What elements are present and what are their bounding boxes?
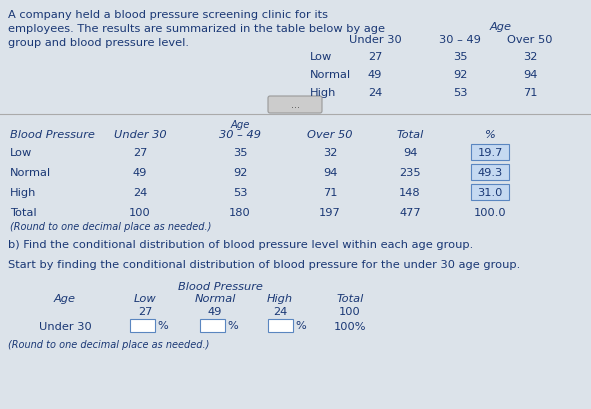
Text: 30 – 49: 30 – 49 bbox=[439, 35, 481, 45]
Text: (Round to one decimal place as needed.): (Round to one decimal place as needed.) bbox=[10, 221, 212, 231]
FancyBboxPatch shape bbox=[268, 97, 322, 114]
Text: 49: 49 bbox=[368, 70, 382, 80]
FancyBboxPatch shape bbox=[471, 164, 509, 180]
Text: 94: 94 bbox=[403, 148, 417, 157]
Text: Under 30: Under 30 bbox=[38, 321, 92, 331]
Bar bbox=[130, 319, 155, 332]
Text: Normal: Normal bbox=[10, 168, 51, 178]
Text: 27: 27 bbox=[368, 52, 382, 62]
Text: Blood Pressure: Blood Pressure bbox=[177, 281, 262, 291]
Text: Normal: Normal bbox=[310, 70, 351, 80]
Text: %: % bbox=[157, 320, 168, 330]
Text: 30 – 49: 30 – 49 bbox=[219, 130, 261, 139]
Text: 24: 24 bbox=[273, 306, 287, 316]
Text: 27: 27 bbox=[133, 148, 147, 157]
Text: Blood Pressure: Blood Pressure bbox=[10, 130, 95, 139]
Text: 197: 197 bbox=[319, 207, 341, 218]
Text: 35: 35 bbox=[453, 52, 467, 62]
Text: 53: 53 bbox=[233, 188, 247, 198]
Bar bbox=[268, 319, 293, 332]
Text: High: High bbox=[267, 293, 293, 303]
Text: 94: 94 bbox=[323, 168, 337, 178]
Text: 32: 32 bbox=[523, 52, 537, 62]
FancyBboxPatch shape bbox=[471, 145, 509, 161]
Text: Over 50: Over 50 bbox=[507, 35, 553, 45]
Text: employees. The results are summarized in the table below by age: employees. The results are summarized in… bbox=[8, 24, 385, 34]
Text: Low: Low bbox=[10, 148, 33, 157]
Text: 24: 24 bbox=[368, 88, 382, 98]
Text: Over 50: Over 50 bbox=[307, 130, 353, 139]
Text: (Round to one decimal place as needed.): (Round to one decimal place as needed.) bbox=[8, 339, 209, 349]
Text: 94: 94 bbox=[523, 70, 537, 80]
Text: 49: 49 bbox=[133, 168, 147, 178]
Text: Total: Total bbox=[397, 130, 424, 139]
Text: Start by finding the conditional distribution of blood pressure for the under 30: Start by finding the conditional distrib… bbox=[8, 259, 520, 270]
Text: 235: 235 bbox=[399, 168, 421, 178]
Text: 71: 71 bbox=[323, 188, 337, 198]
Text: 53: 53 bbox=[453, 88, 467, 98]
Text: 71: 71 bbox=[523, 88, 537, 98]
Text: Total: Total bbox=[336, 293, 363, 303]
Text: Low: Low bbox=[310, 52, 332, 62]
Text: Age: Age bbox=[54, 293, 76, 303]
Text: 180: 180 bbox=[229, 207, 251, 218]
FancyBboxPatch shape bbox=[471, 184, 509, 200]
Text: 19.7: 19.7 bbox=[478, 148, 503, 157]
Text: 35: 35 bbox=[233, 148, 247, 157]
Text: A company held a blood pressure screening clinic for its: A company held a blood pressure screenin… bbox=[8, 10, 328, 20]
Text: 49.3: 49.3 bbox=[478, 168, 502, 178]
Text: 27: 27 bbox=[138, 306, 152, 316]
Text: 100: 100 bbox=[339, 306, 361, 316]
Text: b) Find the conditional distribution of blood pressure level within each age gro: b) Find the conditional distribution of … bbox=[8, 239, 473, 249]
Text: Total: Total bbox=[10, 207, 37, 218]
Text: group and blood pressure level.: group and blood pressure level. bbox=[8, 38, 189, 48]
Text: %: % bbox=[295, 320, 306, 330]
Text: 92: 92 bbox=[453, 70, 467, 80]
Text: %: % bbox=[227, 320, 238, 330]
Text: %: % bbox=[485, 130, 495, 139]
Text: 49: 49 bbox=[208, 306, 222, 316]
Text: Normal: Normal bbox=[194, 293, 236, 303]
Text: High: High bbox=[310, 88, 336, 98]
Text: Under 30: Under 30 bbox=[113, 130, 166, 139]
Text: 24: 24 bbox=[133, 188, 147, 198]
Text: ...: ... bbox=[291, 100, 300, 110]
Text: Age: Age bbox=[490, 22, 512, 32]
Bar bbox=[200, 319, 225, 332]
Text: Under 30: Under 30 bbox=[349, 35, 401, 45]
Text: 32: 32 bbox=[323, 148, 337, 157]
Text: Low: Low bbox=[134, 293, 156, 303]
Text: Age: Age bbox=[230, 120, 249, 130]
Text: 100%: 100% bbox=[334, 321, 366, 331]
Text: 148: 148 bbox=[399, 188, 421, 198]
Text: 100.0: 100.0 bbox=[474, 207, 506, 218]
Text: High: High bbox=[10, 188, 37, 198]
Text: 92: 92 bbox=[233, 168, 247, 178]
Text: 31.0: 31.0 bbox=[478, 188, 503, 198]
Text: 100: 100 bbox=[129, 207, 151, 218]
Text: 477: 477 bbox=[399, 207, 421, 218]
